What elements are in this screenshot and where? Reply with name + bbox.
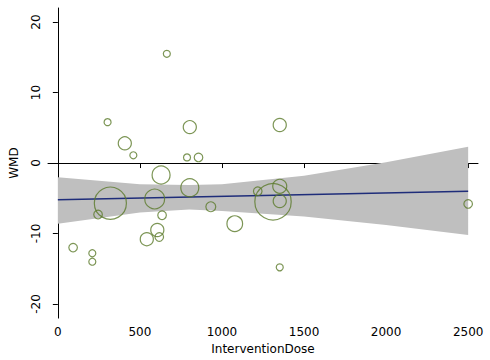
svg-text:1000: 1000 [207,325,238,339]
svg-text:2500: 2500 [453,325,484,339]
svg-text:0: 0 [29,159,43,167]
svg-text:WMD: WMD [7,147,21,178]
svg-text:20: 20 [29,14,43,29]
svg-text:10: 10 [29,85,43,100]
svg-text:1500: 1500 [289,325,320,339]
svg-text:-20: -20 [29,294,43,314]
svg-text:0: 0 [54,325,62,339]
svg-text:500: 500 [128,325,151,339]
svg-text:-10: -10 [29,224,43,244]
svg-text:InterventionDose: InterventionDose [211,342,314,356]
svg-text:2000: 2000 [371,325,402,339]
